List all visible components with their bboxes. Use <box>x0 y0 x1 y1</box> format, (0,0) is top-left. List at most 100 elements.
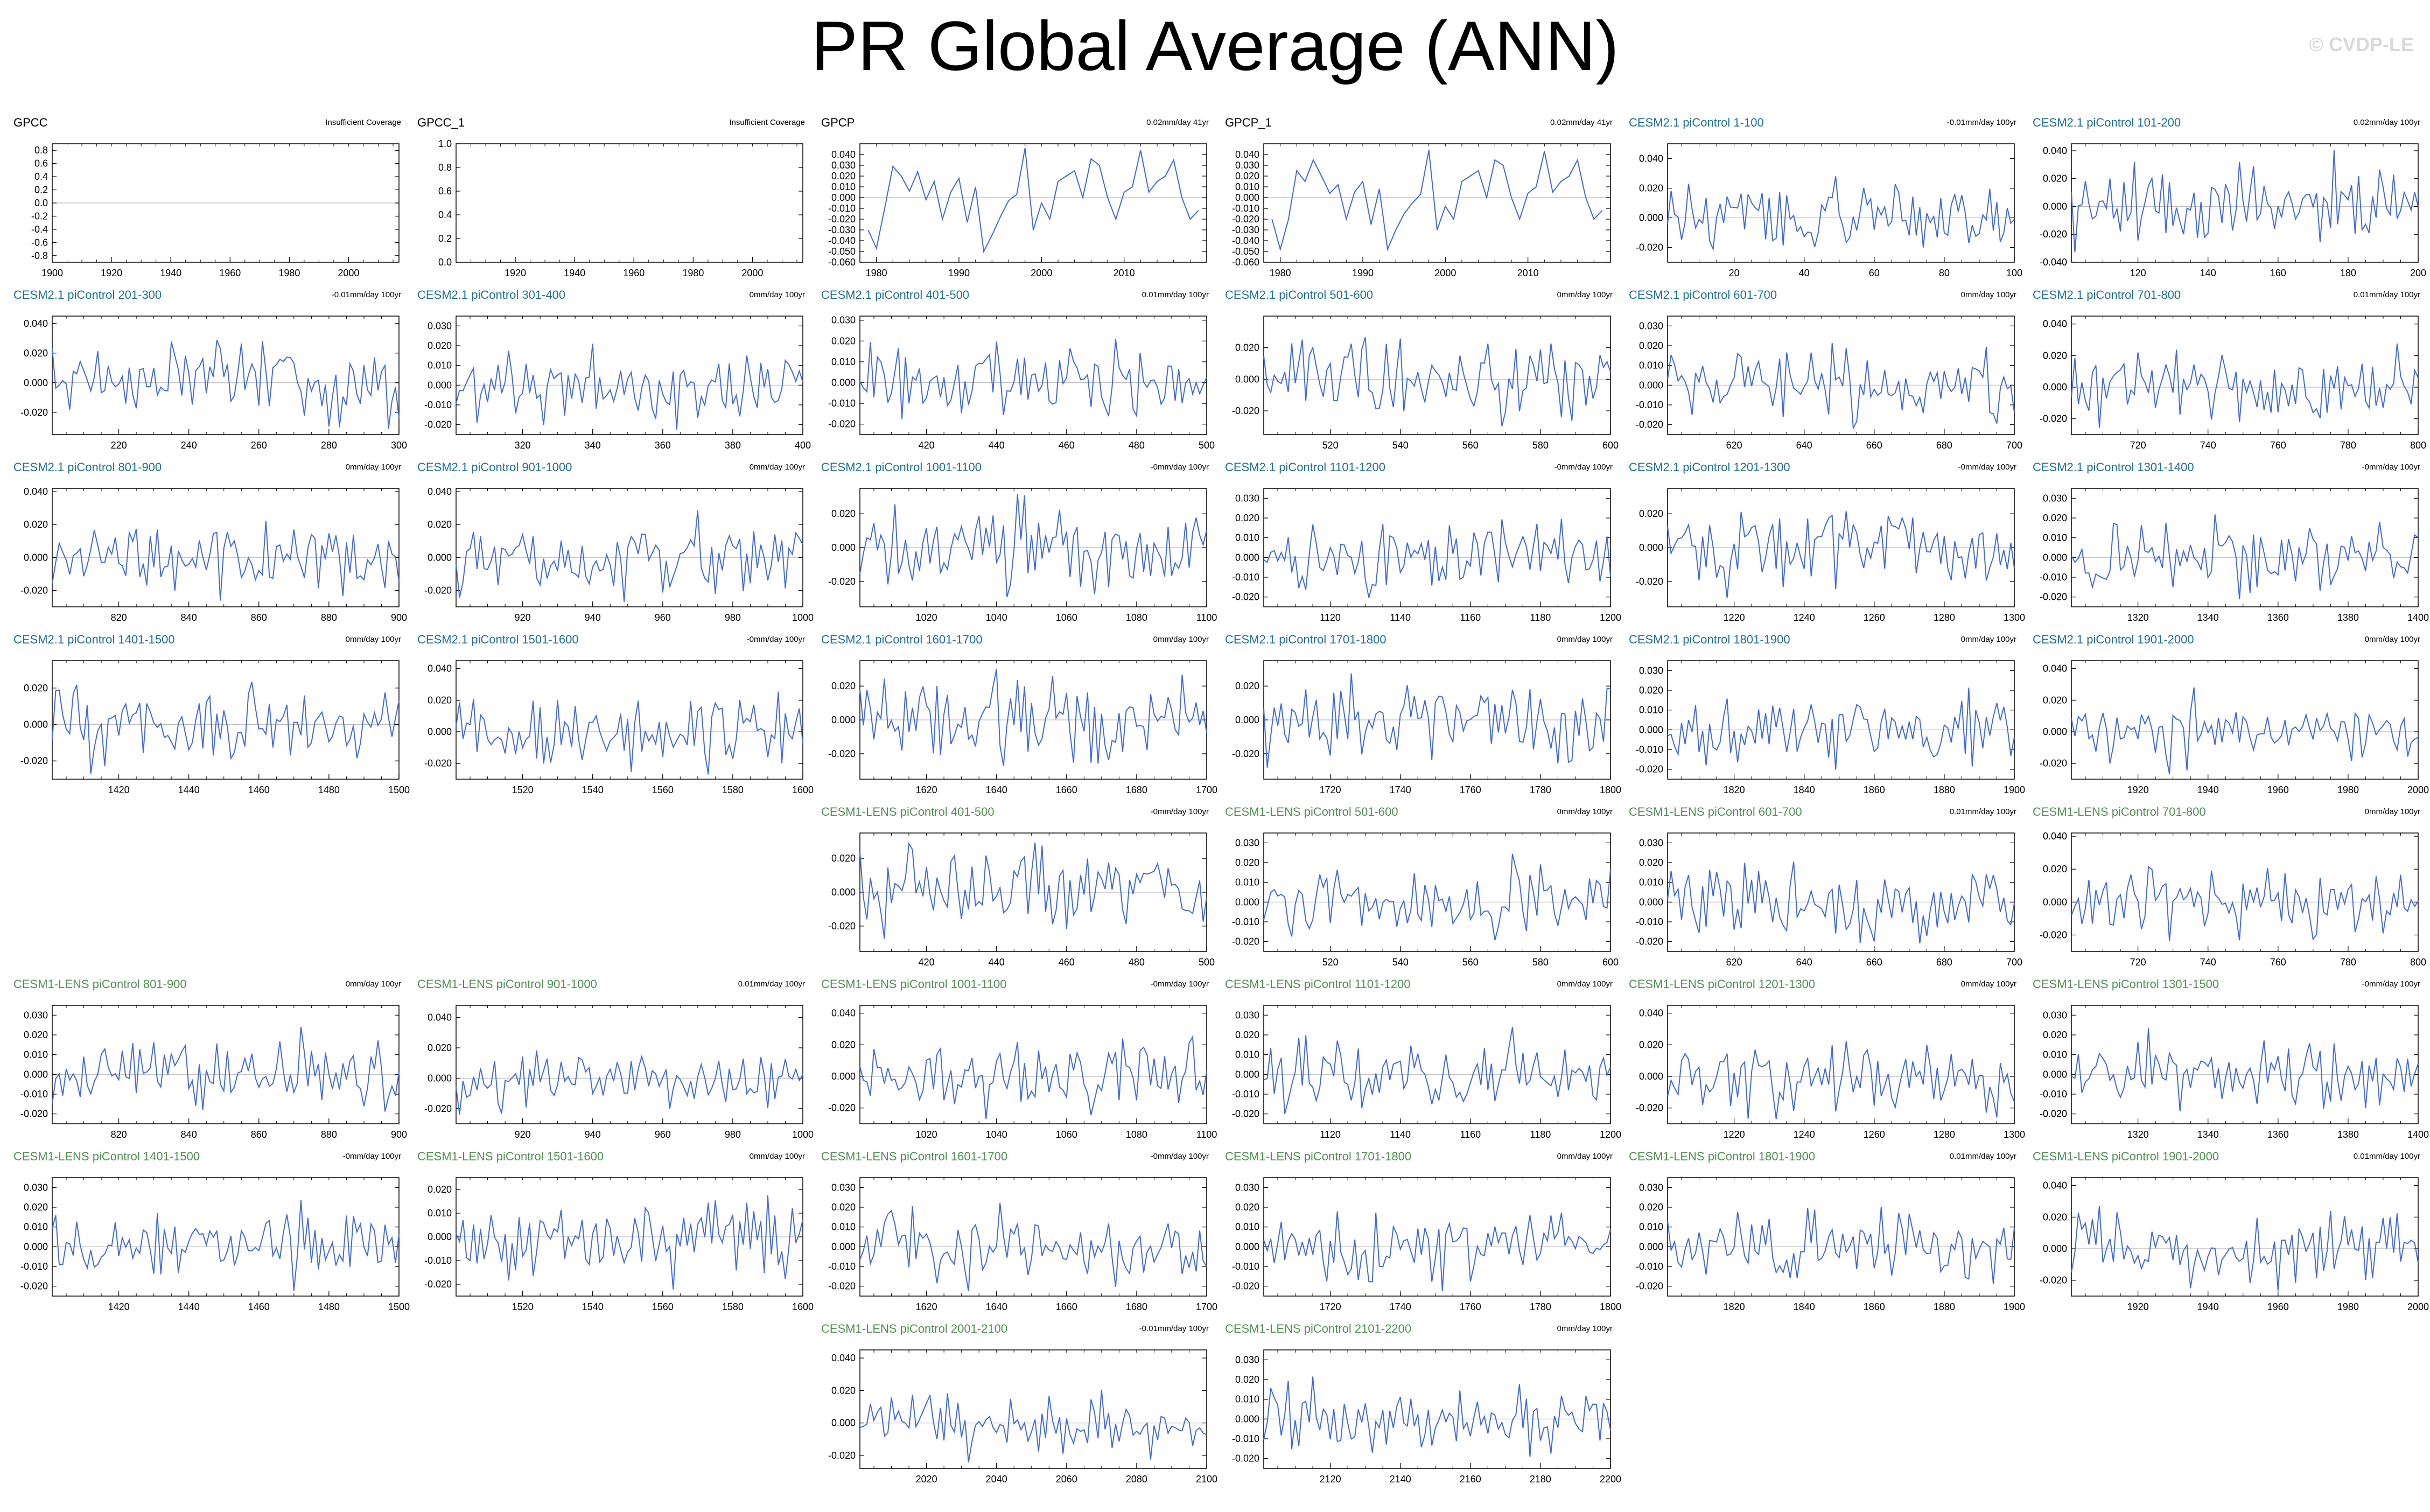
plot-frame <box>1667 143 2015 263</box>
x-tick-label: 1880 <box>1934 1301 1955 1312</box>
x-tick-label: 820 <box>111 1129 127 1140</box>
chart-panel: CESM1-LENS piControl 1601-1700 -0mm/day 1… <box>821 1150 1217 1322</box>
x-tick-label: 1580 <box>722 1301 744 1312</box>
y-tick-label: 0.8 <box>34 145 48 156</box>
trend-label: 0mm/day 100yr <box>1557 635 1613 644</box>
chart-panel: CESM2.1 piControl 1701-1800 0mm/day 100yr… <box>1225 633 1621 805</box>
y-tick-label: -0.010 <box>1232 916 1259 927</box>
x-tick-label: 1080 <box>1126 612 1147 623</box>
chart-panel: CESM2.1 piControl 1801-1900 0mm/day 100yr… <box>1629 633 2025 805</box>
x-tick-label: 960 <box>655 1129 671 1140</box>
y-tick-label: -0.010 <box>1232 572 1259 583</box>
x-tick-label: 2040 <box>986 1474 1007 1485</box>
y-tick-label: 0.000 <box>1639 1071 1663 1082</box>
x-tick-label: 1540 <box>582 785 604 795</box>
x-tick-label: 1900 <box>41 268 63 278</box>
plot-frame <box>1263 1005 1611 1124</box>
chart-panel: CESM2.1 piControl 101-200 0.02mm/day 100y… <box>2033 116 2426 288</box>
x-tick-label: 660 <box>1866 957 1882 968</box>
y-tick-label: 0.020 <box>428 1042 452 1053</box>
y-tick-label: 0.020 <box>831 508 856 519</box>
x-tick-label: 780 <box>2340 957 2356 968</box>
y-tick-label: -0.020 <box>1232 405 1259 416</box>
x-tick-label: 1740 <box>1390 1301 1411 1312</box>
x-tick-label: 2000 <box>1031 268 1052 278</box>
x-tick-label: 1260 <box>1864 1129 1885 1140</box>
y-tick-label: 0.040 <box>831 149 856 160</box>
x-tick-label: 2000 <box>338 268 359 278</box>
x-tick-label: 1040 <box>986 612 1007 623</box>
y-tick-label: 0.030 <box>1235 1354 1259 1365</box>
x-tick-label: 2000 <box>2407 785 2429 795</box>
x-tick-label: 1500 <box>388 785 410 795</box>
y-tick-label: 0.020 <box>24 1030 48 1040</box>
y-tick-label: 0.040 <box>24 486 48 497</box>
y-tick-label: -0.020 <box>20 1281 48 1292</box>
x-tick-label: 200 <box>2410 268 2426 278</box>
x-tick-label: 1300 <box>2004 1129 2025 1140</box>
x-tick-label: 1520 <box>512 1301 534 1312</box>
y-tick-label: 0.000 <box>1639 897 1663 907</box>
y-tick-label: 0.2 <box>34 185 48 195</box>
x-tick-label: 1940 <box>2197 785 2219 795</box>
chart-title: CESM2.1 piControl 1601-1700 <box>821 633 983 646</box>
y-tick-label: 0.040 <box>428 1012 452 1023</box>
chart-svg: 0.0400.0300.0200.0100.000-0.010-0.020-0.… <box>828 143 1207 278</box>
y-tick-label: 0.030 <box>24 1182 48 1193</box>
series-line <box>1667 511 2015 598</box>
chart-svg: 0.040 0.020 0.000 -0.020 220 240 260 280 300 <box>20 316 407 451</box>
chart-title: CESM2.1 piControl 1101-1200 <box>1225 460 1385 474</box>
y-tick-label: 0.010 <box>428 1208 452 1219</box>
plot-frame <box>859 1349 1207 1469</box>
x-tick-label: 620 <box>1726 440 1742 451</box>
series-line <box>867 148 1199 254</box>
y-tick-label: 0.020 <box>2043 864 2067 874</box>
y-tick-label: -0.010 <box>1636 744 1663 755</box>
x-tick-label: 440 <box>989 440 1005 451</box>
plot-frame <box>2071 1177 2419 1297</box>
y-tick-label: 0.010 <box>1235 533 1259 543</box>
x-tick-label: 1860 <box>1864 785 1885 795</box>
y-tick-label: 0.000 <box>831 192 856 203</box>
trend-label: -0mm/day 100yr <box>2362 979 2420 989</box>
y-tick-label: 1.0 <box>438 138 452 149</box>
y-tick-label: 0.010 <box>2043 533 2067 543</box>
plot-frame <box>859 143 1207 263</box>
y-tick-label: -0.010 <box>2040 1089 2067 1100</box>
y-tick-label: 0.000 <box>1235 1241 1259 1252</box>
chart-svg: 0.040 0.020 0.000 -0.020 820 840 860 880 900 <box>20 486 407 623</box>
x-tick-label: 780 <box>2340 440 2356 451</box>
y-tick-label: -0.020 <box>1636 576 1663 587</box>
x-tick-label: 1500 <box>388 1301 410 1312</box>
y-tick-label: -0.020 <box>1636 936 1663 947</box>
y-tick-label: 0.020 <box>428 1184 452 1195</box>
y-tick-label: 0.000 <box>831 1241 856 1252</box>
y-tick-label: 0.020 <box>2043 173 2067 184</box>
x-tick-label: 1460 <box>248 785 270 795</box>
y-tick-label: 0.020 <box>24 348 48 359</box>
y-tick-label: -0.020 <box>2040 229 2067 240</box>
chart-title: CESM2.1 piControl 501-600 <box>1225 288 1374 302</box>
x-tick-label: 600 <box>1602 440 1619 451</box>
y-tick-label: 0.020 <box>1235 1030 1259 1040</box>
trend-label: 0.02mm/day 41yr <box>1550 118 1613 127</box>
y-tick-label: -0.020 <box>2040 592 2067 603</box>
trend-label: -0.01mm/day 100yr <box>331 290 401 299</box>
y-tick-label: -0.060 <box>1232 257 1259 268</box>
x-tick-label: 820 <box>111 612 127 623</box>
y-tick-label: 0.030 <box>1639 1182 1663 1193</box>
chart-svg: 0.030 0.020 0.010 0.000 -0.010 -0.020 1720 1740… <box>1232 1177 1621 1312</box>
chart-title: GPCC <box>13 116 48 129</box>
chart-svg: 0.030 0.020 0.010 0.000 -0.010 -0.020 1820 1840… <box>1636 1177 2025 1312</box>
y-tick-label: -0.020 <box>1232 936 1259 947</box>
x-tick-label: 1680 <box>1126 1301 1147 1312</box>
series-line <box>1271 150 1603 251</box>
y-tick-label: 0.010 <box>1235 181 1259 192</box>
x-tick-label: 680 <box>1936 957 1952 968</box>
y-tick-label: -0.020 <box>1232 1109 1259 1119</box>
y-tick-label: 0.000 <box>1639 542 1663 553</box>
y-tick-label: -0.020 <box>1636 242 1663 253</box>
y-tick-label: 0.020 <box>1235 857 1259 868</box>
chart-svg: 0.040 0.020 0.000 -0.020 720 740 760 780 800 <box>2040 831 2426 968</box>
